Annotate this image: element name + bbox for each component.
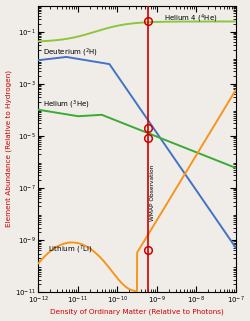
Text: Helium ($^3$He): Helium ($^3$He) <box>43 99 90 111</box>
X-axis label: Density of Ordinary Matter (Relative to Photons): Density of Ordinary Matter (Relative to … <box>50 309 224 316</box>
Y-axis label: Element Abundance (Relative to Hydrogen): Element Abundance (Relative to Hydrogen) <box>6 70 12 227</box>
Text: Deuterium ($^2$H): Deuterium ($^2$H) <box>43 47 98 59</box>
Text: WMAP Observation: WMAP Observation <box>150 165 155 221</box>
Text: Helium 4 ($^4$He): Helium 4 ($^4$He) <box>164 13 217 25</box>
Text: Lithium ($^7$Li): Lithium ($^7$Li) <box>48 243 92 256</box>
